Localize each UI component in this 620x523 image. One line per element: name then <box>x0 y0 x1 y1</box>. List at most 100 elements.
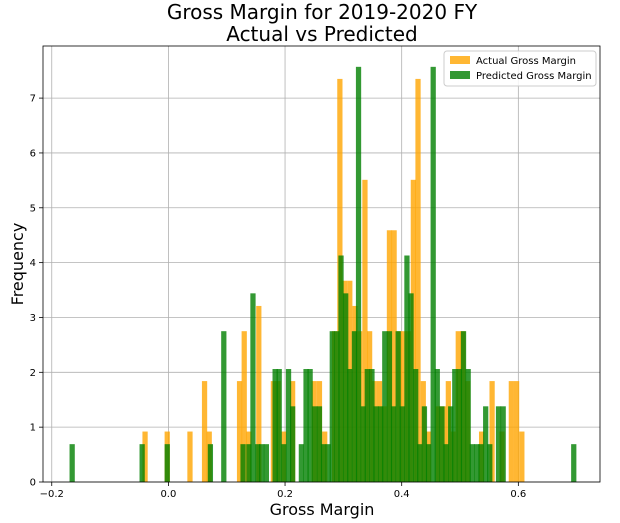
x-axis-ticks: −0.2 0.0 0.2 0.4 0.6 <box>40 482 526 500</box>
actual-bar <box>142 431 148 482</box>
y-tick-label: 5 <box>30 203 36 214</box>
predicted-bar <box>448 406 454 482</box>
predicted-bar <box>399 406 405 482</box>
predicted-series <box>69 66 577 482</box>
predicted-bar <box>390 406 397 482</box>
predicted-bar <box>382 331 388 482</box>
actual-bar <box>236 381 243 482</box>
predicted-bar <box>373 406 379 482</box>
predicted-bar <box>452 369 458 482</box>
legend-box <box>443 50 597 87</box>
y-axis-label: Frequency <box>8 223 27 306</box>
y-axis-ticks: 0 1 2 3 4 5 6 7 <box>30 94 43 489</box>
predicted-bar <box>139 444 145 482</box>
predicted-bar <box>276 369 282 482</box>
legend-swatch-actual <box>450 56 470 64</box>
predicted-bar <box>469 444 475 482</box>
predicted-bar <box>355 66 362 482</box>
actual-bar <box>519 431 525 482</box>
predicted-bar <box>303 369 309 482</box>
predicted-bar <box>364 369 370 482</box>
predicted-bar <box>487 444 493 482</box>
predicted-bar <box>404 255 410 482</box>
legend-swatch-predicted <box>450 71 470 79</box>
predicted-bar <box>263 444 270 482</box>
x-tick-label: 0.2 <box>277 489 293 500</box>
y-tick-label: 6 <box>30 148 36 159</box>
predicted-bar <box>395 331 401 482</box>
legend: Actual Gross Margin Predicted Gross Marg… <box>443 50 597 87</box>
y-tick-label: 0 <box>30 478 36 489</box>
predicted-bar <box>478 444 484 482</box>
actual-bar <box>201 381 208 482</box>
predicted-bar <box>500 406 506 482</box>
chart-title-line-2: Actual vs Predicted <box>226 22 418 46</box>
predicted-bar <box>255 444 261 482</box>
plot-frame <box>42 45 601 483</box>
predicted-bar <box>164 444 170 482</box>
predicted-bar <box>285 369 292 482</box>
predicted-bar <box>378 406 384 482</box>
predicted-bar <box>221 331 227 482</box>
y-tick-label: 1 <box>30 423 36 434</box>
predicted-bar <box>316 406 323 482</box>
actual-bar <box>513 381 520 482</box>
predicted-bar <box>439 406 445 482</box>
predicted-bar <box>307 369 313 482</box>
predicted-bar <box>386 331 393 482</box>
predicted-bar <box>408 293 414 482</box>
predicted-bar <box>460 331 467 482</box>
predicted-bar <box>272 369 278 482</box>
predicted-bar <box>465 369 471 482</box>
x-tick-label: 0.0 <box>160 489 176 500</box>
x-tick-label: 0.4 <box>394 489 410 500</box>
x-tick-label: 0.6 <box>510 489 526 500</box>
predicted-bar <box>207 444 214 482</box>
predicted-bar <box>483 406 489 482</box>
actual-bar <box>415 78 421 482</box>
predicted-bar <box>351 331 358 482</box>
predicted-bar <box>474 444 480 482</box>
predicted-bar <box>347 369 353 482</box>
y-tick-label: 7 <box>30 94 36 105</box>
actual-bar <box>256 305 262 482</box>
predicted-bar <box>434 369 440 482</box>
actual-bar <box>391 230 397 482</box>
histogram-bars <box>69 66 577 482</box>
legend-label-actual: Actual Gross Margin <box>476 56 576 67</box>
predicted-bar <box>329 331 335 482</box>
actual-bar <box>187 431 193 482</box>
predicted-bar <box>69 444 75 482</box>
predicted-bar <box>325 444 331 482</box>
actual-bar <box>489 381 495 482</box>
x-tick-label: −0.2 <box>40 489 64 500</box>
predicted-bar <box>360 406 366 482</box>
predicted-bar <box>456 369 463 482</box>
predicted-bar <box>312 406 318 482</box>
predicted-bar <box>495 406 502 482</box>
predicted-bar <box>369 369 375 482</box>
predicted-bar <box>246 444 252 482</box>
actual-bar <box>362 179 368 482</box>
predicted-bar <box>334 331 340 482</box>
actual-bar <box>508 381 514 482</box>
predicted-bar <box>259 444 265 482</box>
predicted-bar <box>281 444 287 482</box>
predicted-bar <box>338 255 344 482</box>
predicted-bar <box>240 444 246 482</box>
predicted-bar <box>250 293 256 482</box>
predicted-bar <box>425 444 432 482</box>
predicted-bar <box>571 444 577 482</box>
chart-title-line-1: Gross Margin for 2019-2020 FY <box>167 0 478 24</box>
predicted-bar <box>298 444 304 482</box>
predicted-bar <box>417 444 423 482</box>
predicted-bar <box>290 406 296 482</box>
y-tick-label: 2 <box>30 368 36 379</box>
predicted-bar <box>343 293 349 482</box>
y-tick-label: 3 <box>30 313 36 324</box>
predicted-bar <box>421 406 428 482</box>
predicted-bar <box>320 444 327 482</box>
x-axis-label: Gross Margin <box>270 500 375 519</box>
predicted-bar <box>413 369 419 482</box>
